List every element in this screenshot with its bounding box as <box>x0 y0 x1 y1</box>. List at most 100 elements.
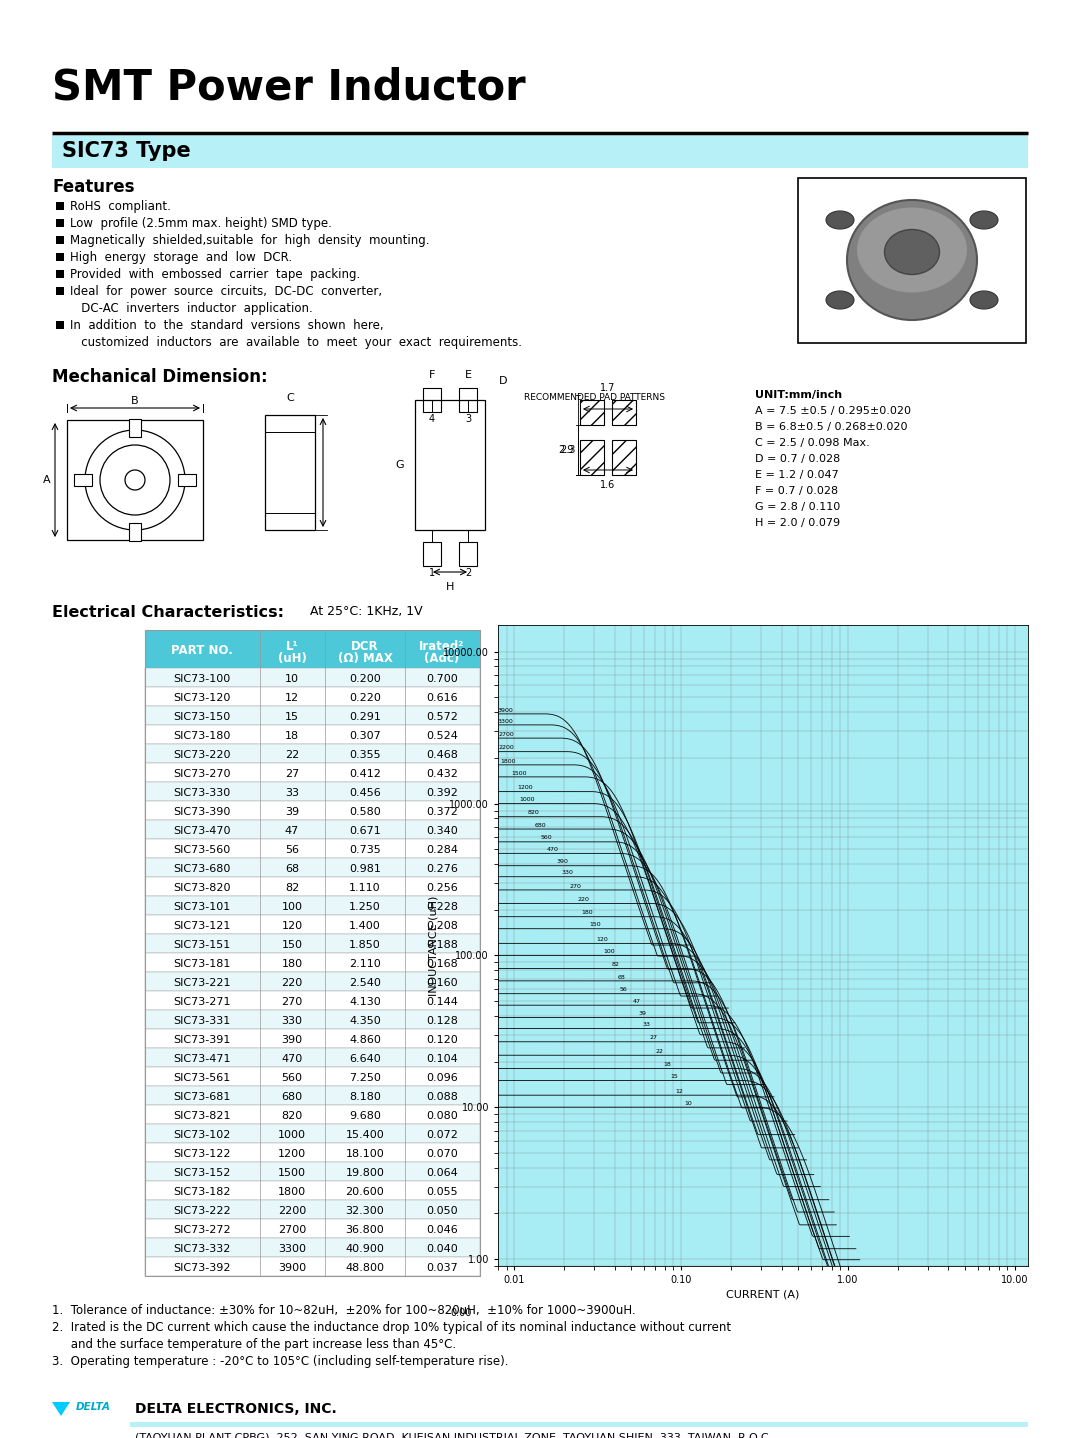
Text: 0.468: 0.468 <box>427 751 458 761</box>
Text: SIC73-102: SIC73-102 <box>173 1130 231 1140</box>
Bar <box>145 1219 480 1238</box>
Text: SIC73-820: SIC73-820 <box>173 883 231 893</box>
Text: 330: 330 <box>562 870 573 876</box>
Text: 150: 150 <box>590 922 600 928</box>
Text: 1.400: 1.400 <box>349 920 381 930</box>
Text: 1000: 1000 <box>278 1130 306 1140</box>
Text: SIC73-101: SIC73-101 <box>174 902 231 912</box>
Text: and the surface temperature of the part increase less than 45°C.: and the surface temperature of the part … <box>52 1337 456 1350</box>
Ellipse shape <box>970 290 998 309</box>
Text: SIC73-181: SIC73-181 <box>173 959 231 969</box>
Text: 560: 560 <box>282 1073 302 1083</box>
Text: C = 2.5 / 0.098 Max.: C = 2.5 / 0.098 Max. <box>755 439 869 449</box>
Text: 0.228: 0.228 <box>426 902 458 912</box>
Text: 0.208: 0.208 <box>427 920 458 930</box>
Text: 0.104: 0.104 <box>427 1054 458 1064</box>
Text: SIC73-221: SIC73-221 <box>173 978 231 988</box>
Text: 0.168: 0.168 <box>427 959 458 969</box>
Text: C: C <box>286 393 294 403</box>
Text: 0.981: 0.981 <box>349 864 381 874</box>
Text: 2.3: 2.3 <box>561 444 576 454</box>
Text: 47: 47 <box>285 825 299 835</box>
Text: 0.200: 0.200 <box>349 674 381 684</box>
Text: 1.6: 1.6 <box>600 480 616 490</box>
Text: 2200: 2200 <box>278 1206 306 1217</box>
Bar <box>56 288 64 295</box>
Text: 270: 270 <box>282 997 302 1007</box>
Bar <box>145 935 480 953</box>
Text: PART NO.: PART NO. <box>171 644 233 657</box>
Y-axis label: INDUCTANCE (uH): INDUCTANCE (uH) <box>429 896 438 995</box>
Text: SIC73-271: SIC73-271 <box>173 997 231 1007</box>
Text: 1.850: 1.850 <box>349 940 381 951</box>
Text: 0.088: 0.088 <box>427 1091 458 1102</box>
Bar <box>145 1238 480 1257</box>
Text: RECOMMENDED PAD PATTERNS: RECOMMENDED PAD PATTERNS <box>525 393 665 403</box>
Text: 1800: 1800 <box>278 1186 306 1196</box>
Text: 1500: 1500 <box>511 771 527 775</box>
Bar <box>145 1067 480 1086</box>
Text: 2.540: 2.540 <box>349 978 381 988</box>
Text: 150: 150 <box>282 940 302 951</box>
Text: 0.188: 0.188 <box>427 940 458 951</box>
Text: 12: 12 <box>675 1089 684 1094</box>
Text: Mechanical Dimension:: Mechanical Dimension: <box>52 368 268 385</box>
Text: 120: 120 <box>596 938 608 942</box>
Bar <box>145 1181 480 1199</box>
Bar <box>580 440 604 475</box>
Text: 0.064: 0.064 <box>427 1168 458 1178</box>
Text: 0.00: 0.00 <box>450 1307 472 1317</box>
Text: 330: 330 <box>282 1017 302 1025</box>
Bar <box>145 972 480 991</box>
Text: DELTA ELECTRONICS, INC.: DELTA ELECTRONICS, INC. <box>135 1402 337 1416</box>
Text: 4: 4 <box>429 414 435 424</box>
Text: 0.276: 0.276 <box>427 864 458 874</box>
Text: 22: 22 <box>656 1048 663 1054</box>
Bar <box>145 896 480 915</box>
Text: 56: 56 <box>285 846 299 856</box>
Text: 0.392: 0.392 <box>427 788 458 798</box>
Text: 0.340: 0.340 <box>427 825 458 835</box>
Text: 100: 100 <box>282 902 302 912</box>
Ellipse shape <box>826 211 854 229</box>
Bar <box>580 400 604 426</box>
Text: SIC73-821: SIC73-821 <box>173 1112 231 1122</box>
Text: 4.130: 4.130 <box>349 997 381 1007</box>
Text: 56: 56 <box>619 988 627 992</box>
Ellipse shape <box>826 290 854 309</box>
Text: 0.456: 0.456 <box>349 788 381 798</box>
Text: 180: 180 <box>282 959 302 969</box>
Text: 12: 12 <box>285 693 299 703</box>
Text: 2.110: 2.110 <box>349 959 381 969</box>
Text: 0.096: 0.096 <box>427 1073 458 1083</box>
Text: 4.860: 4.860 <box>349 1035 381 1045</box>
Text: B = 6.8±0.5 / 0.268±0.020: B = 6.8±0.5 / 0.268±0.020 <box>755 421 907 431</box>
Text: 0.616: 0.616 <box>427 693 458 703</box>
Bar <box>145 1125 480 1143</box>
Bar <box>145 838 480 858</box>
Text: 7.250: 7.250 <box>349 1073 381 1083</box>
Text: SIC73-182: SIC73-182 <box>173 1186 231 1196</box>
Text: 3300: 3300 <box>278 1244 306 1254</box>
Text: 0.050: 0.050 <box>427 1206 458 1217</box>
Text: E: E <box>464 370 472 380</box>
Text: 68: 68 <box>285 864 299 874</box>
Text: 120: 120 <box>282 920 302 930</box>
Text: Ideal  for  power  source  circuits,  DC-DC  converter,: Ideal for power source circuits, DC-DC c… <box>70 285 382 298</box>
Text: 0.256: 0.256 <box>427 883 458 893</box>
Text: 48.800: 48.800 <box>346 1263 384 1273</box>
Text: SIC73-332: SIC73-332 <box>173 1244 231 1254</box>
Text: 27: 27 <box>649 1035 658 1041</box>
Bar <box>145 743 480 764</box>
Text: 1.7: 1.7 <box>600 383 616 393</box>
Text: 470: 470 <box>546 847 558 853</box>
Text: F = 0.7 / 0.028: F = 0.7 / 0.028 <box>755 486 838 496</box>
Text: G: G <box>395 460 404 470</box>
Bar <box>145 1009 480 1030</box>
Bar <box>75 475 92 486</box>
Text: 0.072: 0.072 <box>427 1130 458 1140</box>
Text: Electrical Characteristics:: Electrical Characteristics: <box>52 605 284 620</box>
Text: SIC73-331: SIC73-331 <box>174 1017 231 1025</box>
Bar <box>145 782 480 801</box>
Bar <box>145 725 480 743</box>
